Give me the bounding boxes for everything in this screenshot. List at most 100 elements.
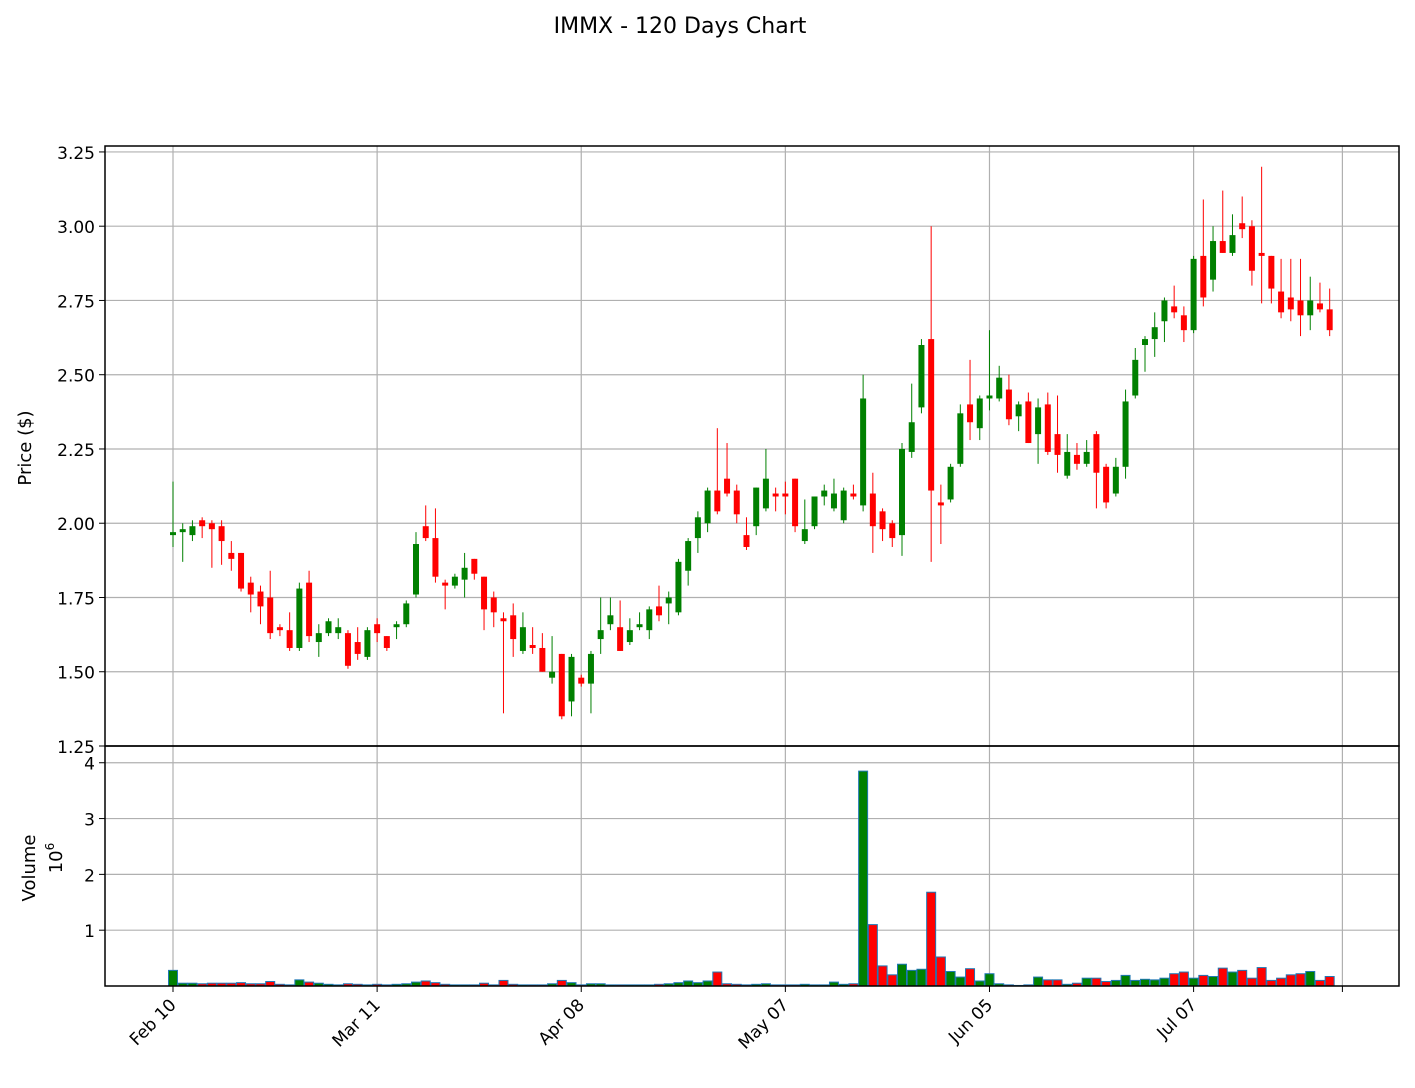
candle-body bbox=[607, 615, 614, 625]
candle-body bbox=[830, 493, 837, 509]
candle-body bbox=[247, 582, 254, 595]
candle-body bbox=[393, 624, 400, 628]
candle-body bbox=[1248, 226, 1255, 271]
volume-y-ticks: 1 2 3 4 bbox=[84, 755, 105, 942]
candle-body bbox=[704, 490, 711, 524]
x-tick-label: Jul 07 bbox=[1153, 995, 1201, 1043]
candle-body bbox=[1210, 241, 1217, 280]
candle-body bbox=[801, 529, 808, 542]
price-tick-label: 2.25 bbox=[57, 441, 95, 461]
volume-bar bbox=[1140, 978, 1150, 987]
price-panel-frame bbox=[104, 145, 1400, 747]
volume-bar bbox=[926, 891, 937, 987]
candle-body bbox=[937, 502, 944, 506]
candle-body bbox=[840, 490, 847, 521]
price-tick-label: 3.25 bbox=[57, 144, 95, 164]
candle-body bbox=[432, 538, 439, 577]
candle-body bbox=[675, 561, 682, 613]
candle-body bbox=[1142, 339, 1148, 346]
volume-exponent-label: 106 bbox=[43, 843, 67, 874]
candle-body bbox=[1180, 315, 1187, 331]
candle-body bbox=[257, 591, 264, 607]
candle-body bbox=[276, 627, 283, 631]
candle-body bbox=[1297, 300, 1304, 316]
candle-body bbox=[549, 671, 556, 678]
candle-body bbox=[656, 606, 662, 616]
candle-body bbox=[665, 597, 672, 604]
candle-body bbox=[646, 609, 653, 631]
candle-body bbox=[558, 653, 565, 717]
x-ticks: Feb 10 Mar 11 Apr 08 May 07 Jun 05 Jul 07 bbox=[126, 986, 1343, 1054]
volume-bar bbox=[1324, 976, 1335, 987]
volume-bar bbox=[906, 969, 917, 987]
candle-body bbox=[490, 597, 497, 613]
candle-body bbox=[967, 404, 974, 423]
volume-bar bbox=[1266, 979, 1277, 987]
candle-body bbox=[996, 377, 1003, 399]
candle-body bbox=[1044, 404, 1051, 452]
candle-body bbox=[315, 633, 322, 643]
candle-body bbox=[626, 630, 633, 643]
volume-bar bbox=[955, 976, 966, 987]
volume-bar bbox=[1276, 977, 1287, 987]
volume-tick-label: 4 bbox=[84, 755, 95, 775]
volume-bar bbox=[1159, 977, 1170, 987]
candle-body bbox=[1005, 389, 1012, 420]
x-tick-label: Apr 08 bbox=[535, 995, 589, 1049]
price-tick-label: 2.75 bbox=[57, 292, 95, 312]
price-grid bbox=[105, 146, 1399, 746]
candle-body bbox=[208, 523, 215, 530]
candle-body bbox=[481, 576, 488, 610]
volume-bar bbox=[498, 979, 509, 987]
candle-body bbox=[636, 624, 643, 628]
candle-body bbox=[1278, 291, 1285, 313]
candle-body bbox=[694, 517, 701, 539]
candle-body bbox=[947, 466, 954, 500]
candle-body bbox=[1287, 297, 1294, 310]
volume-bar bbox=[965, 968, 976, 987]
candle-body bbox=[364, 630, 371, 657]
volume-bar bbox=[1149, 979, 1160, 987]
candle-body bbox=[510, 615, 517, 640]
volume-bar bbox=[1246, 977, 1257, 987]
candle-body bbox=[500, 618, 507, 622]
candle-body bbox=[267, 597, 274, 634]
volume-bar bbox=[897, 963, 907, 987]
volume-bar bbox=[1256, 967, 1267, 987]
candle-body bbox=[306, 582, 313, 637]
candle-body bbox=[1326, 309, 1333, 331]
candle-body bbox=[976, 398, 983, 429]
x-tick-label: May 07 bbox=[735, 995, 793, 1053]
candle-body bbox=[1103, 466, 1110, 503]
candle-body bbox=[519, 627, 526, 651]
price-candles bbox=[170, 166, 1333, 720]
candle-body bbox=[1229, 235, 1236, 253]
volume-bar bbox=[1314, 979, 1325, 987]
x-tick-label: Mar 11 bbox=[329, 995, 385, 1051]
candle-body bbox=[238, 552, 245, 589]
candle-body bbox=[1093, 434, 1100, 473]
candle-body bbox=[714, 490, 721, 512]
candle-body bbox=[1025, 401, 1032, 444]
volume-bar bbox=[1237, 969, 1248, 987]
volume-panel-frame bbox=[104, 745, 1400, 987]
candle-body bbox=[743, 535, 750, 547]
candle-body bbox=[578, 677, 585, 684]
candle-body bbox=[189, 526, 196, 536]
volume-axis-label: Volume bbox=[19, 835, 40, 902]
candle-body bbox=[908, 422, 915, 452]
candle-body bbox=[1122, 401, 1129, 467]
volume-bars bbox=[168, 770, 1335, 987]
volume-tick-label: 2 bbox=[84, 866, 95, 886]
volume-bar bbox=[1169, 973, 1180, 987]
volume-bar bbox=[935, 956, 946, 987]
candle-body bbox=[218, 526, 225, 542]
candle-body bbox=[179, 529, 186, 533]
candle-body bbox=[879, 511, 886, 530]
candle-body bbox=[986, 395, 993, 399]
candle-body bbox=[587, 653, 594, 684]
candle-body bbox=[461, 567, 468, 580]
volume-grid bbox=[105, 746, 1399, 986]
volume-exponent-base: 10 bbox=[46, 850, 67, 873]
candle-body bbox=[957, 413, 964, 464]
